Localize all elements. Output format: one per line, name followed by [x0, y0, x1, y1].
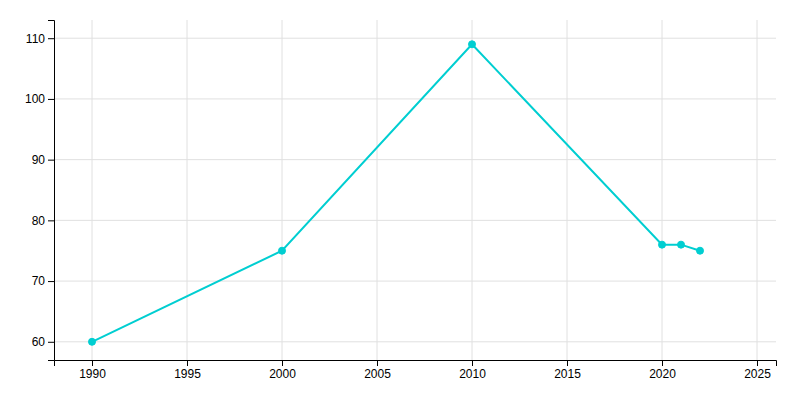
grid-line-x [757, 20, 758, 360]
x-tick-label: 2000 [269, 367, 296, 381]
grid-line-y [54, 38, 776, 39]
marker [279, 247, 286, 254]
y-tick-mark [48, 38, 54, 39]
x-tick-mark [757, 360, 758, 366]
y-tick-mark [48, 281, 54, 282]
y-tick: 110 [26, 32, 54, 46]
y-tick-label: 70 [32, 274, 46, 288]
x-tick-mark [92, 360, 93, 366]
grid-line-x [187, 20, 188, 360]
x-tick-mark [282, 360, 283, 366]
grid-line-x [377, 20, 378, 360]
y-axis: 60 70 80 90 100 110 [25, 21, 55, 361]
x-tick-mark [187, 360, 188, 366]
grid-line-x [662, 20, 663, 360]
y-tick-mark [48, 99, 54, 100]
y-tick-label: 60 [32, 335, 46, 349]
x-tick-label: 1990 [79, 367, 106, 381]
x-tick: 2000 [269, 360, 296, 381]
y-tick-label: 110 [26, 32, 45, 46]
y-tick-mark [48, 220, 54, 221]
grid-line-y [54, 341, 776, 342]
x-tick-mark [662, 360, 663, 366]
x-axis-line [55, 361, 777, 367]
x-tick-label: 1995 [174, 367, 201, 381]
grid-line-y [54, 98, 776, 99]
marker [469, 41, 476, 48]
grid-line-y [54, 281, 776, 282]
x-tick-label: 2010 [459, 367, 486, 381]
grid-line-x [282, 20, 283, 360]
marker [697, 247, 704, 254]
x-tick: 2015 [554, 360, 581, 381]
plot-area: 1990 1995 2000 2005 2010 2015 2020 2025 60 70 80 90… [25, 20, 777, 381]
y-tick: 70 [32, 274, 54, 288]
y-tick-label: 90 [32, 153, 46, 167]
x-tick: 2005 [364, 360, 391, 381]
line [92, 44, 700, 342]
x-tick-label: 2025 [744, 367, 771, 381]
x-tick-mark [377, 360, 378, 366]
grid-line-x [92, 20, 93, 360]
y-tick-mark [48, 160, 54, 161]
chart: 1990 1995 2000 2005 2010 2015 2020 2025 60 70 80 90… [0, 0, 800, 400]
x-tick: 2020 [649, 360, 676, 381]
x-tick-label: 2005 [364, 367, 391, 381]
y-tick-label: 80 [32, 214, 46, 228]
grid-line-y [54, 220, 776, 221]
x-tick: 2010 [459, 360, 486, 381]
x-tick-mark [472, 360, 473, 366]
x-tick-label: 2015 [554, 367, 581, 381]
grid-line-y [54, 159, 776, 160]
grid [54, 20, 776, 360]
series [89, 41, 704, 346]
x-tick: 1995 [174, 360, 201, 381]
y-tick: 100 [25, 92, 54, 106]
marker [659, 241, 666, 248]
grid-line-x [472, 20, 473, 360]
x-tick-mark [567, 360, 568, 366]
y-tick: 80 [32, 214, 54, 228]
y-tick: 60 [32, 335, 54, 349]
x-tick: 1990 [79, 360, 106, 381]
grid-line-x [567, 20, 568, 360]
y-tick-label: 100 [25, 92, 45, 106]
x-axis: 1990 1995 2000 2005 2010 2015 2020 2025 [55, 360, 777, 381]
y-tick-mark [48, 342, 54, 343]
y-axis-line [48, 21, 55, 361]
x-tick: 2025 [744, 360, 771, 381]
marker [89, 338, 96, 345]
marker [678, 241, 685, 248]
y-tick: 90 [32, 153, 54, 167]
x-tick-label: 2020 [649, 367, 676, 381]
